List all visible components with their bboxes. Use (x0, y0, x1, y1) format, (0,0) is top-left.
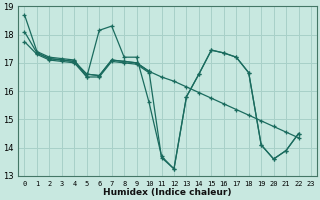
X-axis label: Humidex (Indice chaleur): Humidex (Indice chaleur) (103, 188, 232, 197)
